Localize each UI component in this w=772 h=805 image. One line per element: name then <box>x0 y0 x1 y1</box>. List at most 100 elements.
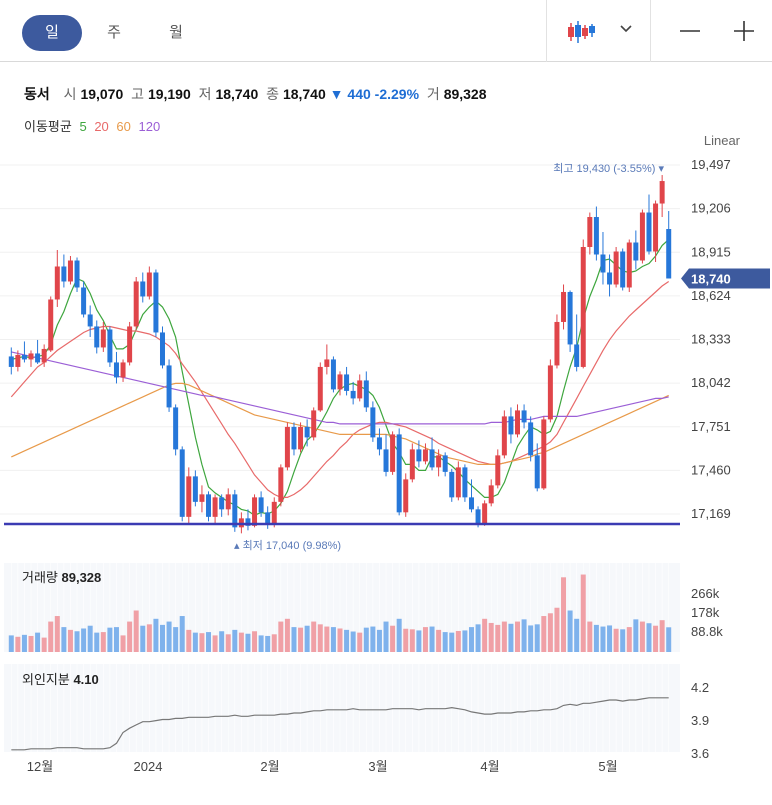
scale-mode-toggle[interactable]: Linear <box>703 133 740 148</box>
volume-tick-label: 88.8k <box>691 624 723 639</box>
tab-weekly[interactable]: 주 <box>107 24 121 41</box>
volume-bar <box>337 628 343 652</box>
volume-bar <box>363 627 369 652</box>
volume-bar <box>541 616 547 652</box>
candle-body <box>166 365 172 408</box>
high-annotation: 최고 19,430 (-3.55%) ▾ <box>553 162 664 175</box>
volume-bar <box>35 632 41 652</box>
volume-bar <box>48 621 54 652</box>
volume-bar <box>28 635 34 652</box>
volume-bar <box>475 624 481 652</box>
low-label: 저 <box>198 86 212 102</box>
x-tick-label: 4월 <box>480 759 499 774</box>
ma-5-label: 5 <box>79 119 87 134</box>
volume-bar <box>153 618 159 652</box>
x-tick-label: 12월 <box>27 759 53 774</box>
candle-body <box>153 272 159 333</box>
candle-body <box>547 365 553 420</box>
candle-body <box>607 272 613 285</box>
candle-body <box>206 494 212 517</box>
volume-bar <box>429 626 435 652</box>
chevron-down-icon[interactable] <box>618 21 634 37</box>
volume-bar <box>67 629 73 652</box>
volume-bar <box>61 627 67 652</box>
volume-bar <box>416 630 422 652</box>
current-price-label: 18,740 <box>691 271 731 286</box>
candle-body <box>15 354 21 367</box>
y-tick-label: 18,915 <box>691 244 731 259</box>
volume-bar <box>206 632 212 652</box>
candlestick-chart-icon[interactable] <box>566 19 596 45</box>
volume-bar <box>468 627 474 652</box>
tab-monthly[interactable]: 월 <box>169 24 183 41</box>
volume-bar <box>646 623 652 652</box>
candle-body <box>495 455 501 486</box>
candle-body <box>626 242 632 288</box>
y-tick-label: 18,624 <box>691 288 731 303</box>
volume-bar <box>554 607 560 652</box>
zoom-out-button[interactable] <box>676 17 704 45</box>
y-tick-label: 17,169 <box>691 506 731 521</box>
volume-bar <box>41 637 47 652</box>
candle-body <box>192 476 198 502</box>
candle-body <box>67 260 73 282</box>
close-label: 종 <box>266 86 280 102</box>
y-tick-label: 18,042 <box>691 375 731 390</box>
candle-body <box>574 344 580 367</box>
low-annotation: ▴ 최저 17,040 (9.98%) <box>234 539 341 552</box>
moving-average-legend[interactable]: 이동평균 5 20 60 120 <box>24 116 164 135</box>
candle-body <box>291 426 297 450</box>
volume-bar <box>107 627 113 652</box>
volume-bar <box>600 626 606 652</box>
x-tick-label: 2월 <box>260 759 279 774</box>
candle-body <box>133 281 139 327</box>
volume-bar <box>383 621 389 652</box>
tab-daily[interactable]: 일 <box>22 15 82 51</box>
candle-body <box>600 254 606 273</box>
volume-bar <box>219 631 225 652</box>
volume-bar <box>639 621 645 652</box>
volume-bar <box>278 621 284 652</box>
candle-body <box>179 449 185 517</box>
volume-bar <box>528 625 534 652</box>
candle-body <box>416 449 422 462</box>
ma-20-line <box>10 281 670 498</box>
candle-body <box>409 449 415 480</box>
zoom-in-button[interactable] <box>730 17 758 45</box>
candle-body <box>488 485 494 504</box>
candle-body <box>113 362 119 378</box>
candle-body <box>501 416 507 456</box>
candle-body <box>81 287 87 315</box>
candle-body <box>357 380 363 399</box>
volume-bar <box>574 618 580 652</box>
ma-60-line <box>11 382 669 465</box>
volume-bar <box>462 630 468 652</box>
foreign-ratio-value: 4.10 <box>73 672 98 687</box>
ma-60-label: 60 <box>116 119 131 134</box>
candle-body <box>146 272 152 297</box>
foreign-ratio-line <box>11 697 669 751</box>
volume-bar <box>304 625 310 652</box>
toolbar-divider <box>650 0 651 62</box>
volume-bar <box>186 629 192 652</box>
candle-body <box>370 407 376 438</box>
candle-body <box>186 476 192 517</box>
volume-bar <box>225 634 231 652</box>
volume-bar <box>534 624 540 652</box>
volume-bar <box>324 626 330 652</box>
volume-current-value: 89,328 <box>62 570 102 585</box>
volume-bar <box>113 627 119 652</box>
price-summary: 동서 시 19,070 고 19,190 저 18,740 종 18,740 ▼… <box>24 84 487 104</box>
candle-body <box>534 455 540 489</box>
volume-title: 거래량 89,328 <box>22 570 101 585</box>
candle-body <box>521 410 527 423</box>
volume-bar <box>81 628 87 652</box>
volume-bar <box>633 619 639 652</box>
candle-body <box>646 212 652 252</box>
candle-body <box>515 410 521 435</box>
volume-bar <box>15 636 21 652</box>
foreign-tick-label: 3.9 <box>691 713 709 728</box>
volume-bar <box>666 627 672 652</box>
volume-bar <box>593 624 599 652</box>
